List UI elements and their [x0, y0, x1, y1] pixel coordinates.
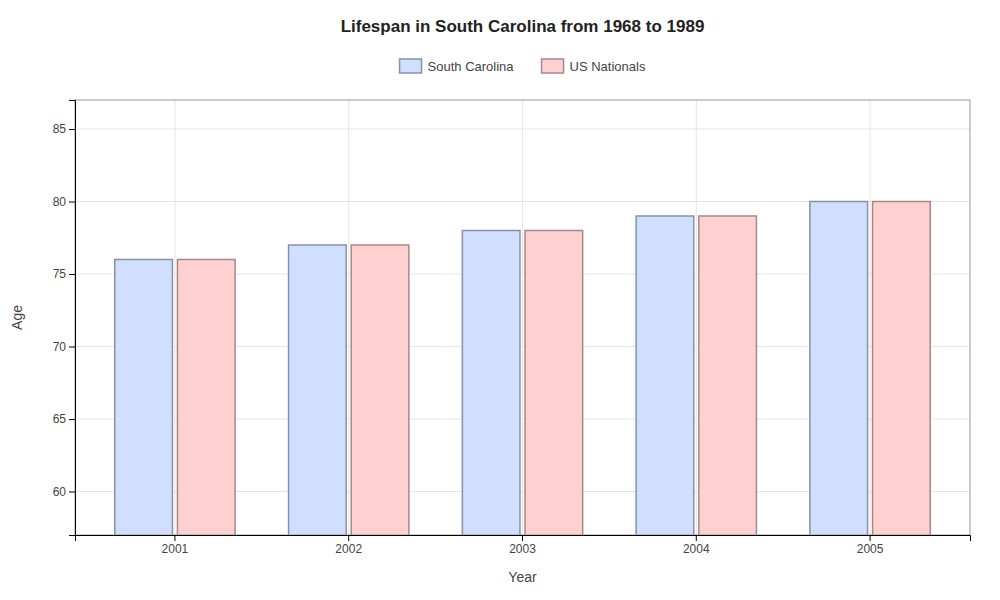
bar — [177, 260, 235, 536]
x-tick-mark — [870, 535, 871, 541]
y-axis-title: Age — [9, 305, 25, 330]
legend-label: US Nationals — [570, 59, 646, 74]
x-tick-label: 2005 — [857, 542, 884, 556]
legend-item: South Carolina — [400, 59, 515, 74]
y-tick-label: 60 — [53, 485, 67, 499]
y-tick-mark — [69, 419, 75, 420]
y-tick: 60 — [53, 485, 75, 499]
x-tick: 2005 — [857, 535, 884, 556]
x-tick: 2003 — [509, 535, 536, 556]
bar — [115, 260, 173, 536]
bars — [115, 202, 930, 536]
bar — [525, 231, 583, 536]
x-tick-mark — [522, 535, 523, 541]
x-tick-label: 2003 — [509, 542, 536, 556]
y-tick-mark — [69, 492, 75, 493]
bar — [810, 202, 868, 536]
bar — [636, 216, 694, 535]
x-axis-line — [76, 536, 971, 542]
y-tick-mark — [69, 202, 75, 203]
chart-svg: 60 65 70 75 80 85 2001 2002 2003 2004 2005 Year Age L… — [0, 0, 1000, 600]
plot-area: 60 65 70 75 80 85 2001 2002 2003 2004 2005 — [53, 100, 971, 600]
bar — [873, 202, 931, 536]
y-tick: 75 — [53, 267, 75, 281]
legend: South Carolina US Nationals — [400, 59, 646, 74]
x-axis: 2001 2002 2003 2004 2005 — [76, 535, 971, 556]
x-tick: 2004 — [683, 535, 710, 556]
y-tick-mark — [69, 129, 75, 130]
bar — [699, 216, 757, 535]
legend-swatch — [542, 59, 564, 73]
y-tick-mark — [69, 347, 75, 348]
bar-series — [177, 202, 930, 536]
y-axis: 60 65 70 75 80 85 — [53, 101, 76, 536]
legend-swatch — [400, 59, 422, 73]
x-tick-mark — [696, 535, 697, 541]
x-tick-label: 2004 — [683, 542, 710, 556]
x-tick-label: 2002 — [335, 542, 362, 556]
grid-line-x — [696, 100, 697, 535]
chart-title: Lifespan in South Carolina from 1968 to … — [341, 17, 705, 36]
grid-line-x — [174, 100, 175, 535]
y-tick-label: 70 — [53, 340, 67, 354]
grid-line-x — [348, 100, 349, 535]
x-axis-title: Year — [508, 569, 537, 585]
grid-line-x — [870, 100, 871, 535]
y-axis-line — [69, 101, 76, 536]
y-tick-label: 85 — [53, 122, 67, 136]
x-tick-label: 2001 — [162, 542, 189, 556]
x-tick-mark — [348, 535, 349, 541]
y-tick-label: 80 — [53, 195, 67, 209]
grid-line-x — [522, 100, 523, 535]
plot-frame — [75, 100, 970, 535]
bar — [462, 231, 520, 536]
bar — [289, 245, 347, 535]
y-tick: 70 — [53, 340, 75, 354]
x-tick: 2002 — [335, 535, 362, 556]
bar — [351, 245, 409, 535]
y-tick-label: 75 — [53, 267, 67, 281]
y-tick: 65 — [53, 412, 75, 426]
y-tick-mark — [69, 274, 75, 275]
y-tick: 80 — [53, 195, 75, 209]
bar-series — [115, 202, 868, 536]
legend-item: US Nationals — [542, 59, 646, 74]
x-tick: 2001 — [162, 535, 189, 556]
y-tick-label: 65 — [53, 412, 67, 426]
y-tick: 85 — [53, 122, 75, 136]
x-tick-mark — [174, 535, 175, 541]
legend-label: South Carolina — [428, 59, 515, 74]
